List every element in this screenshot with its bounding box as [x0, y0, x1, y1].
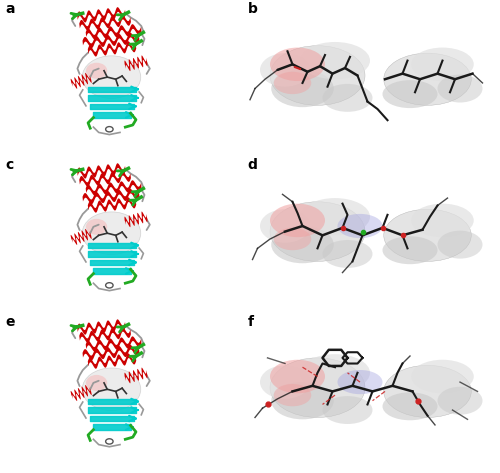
Ellipse shape: [271, 382, 334, 420]
Text: a: a: [5, 2, 15, 17]
Polygon shape: [82, 189, 140, 204]
Ellipse shape: [274, 384, 311, 406]
Ellipse shape: [82, 212, 141, 254]
Polygon shape: [124, 211, 148, 227]
Text: b: b: [248, 2, 258, 17]
Polygon shape: [80, 171, 131, 187]
Ellipse shape: [86, 63, 107, 79]
Polygon shape: [88, 41, 136, 57]
Polygon shape: [80, 15, 131, 31]
Ellipse shape: [411, 48, 474, 81]
Polygon shape: [77, 7, 126, 23]
Ellipse shape: [82, 368, 141, 411]
Polygon shape: [77, 319, 126, 335]
Polygon shape: [88, 353, 136, 369]
Ellipse shape: [411, 360, 474, 393]
Ellipse shape: [300, 354, 370, 392]
Ellipse shape: [384, 365, 471, 418]
Polygon shape: [80, 327, 131, 343]
Ellipse shape: [86, 375, 107, 391]
Ellipse shape: [270, 360, 325, 393]
Ellipse shape: [322, 84, 372, 112]
Ellipse shape: [300, 198, 370, 236]
Ellipse shape: [322, 396, 372, 424]
Ellipse shape: [338, 214, 382, 238]
Text: c: c: [5, 158, 13, 173]
Polygon shape: [82, 345, 140, 360]
Ellipse shape: [271, 70, 334, 107]
Ellipse shape: [270, 46, 365, 105]
Ellipse shape: [300, 42, 370, 79]
Ellipse shape: [260, 53, 310, 87]
Ellipse shape: [82, 56, 141, 98]
Text: f: f: [248, 315, 254, 329]
Ellipse shape: [438, 387, 482, 415]
Polygon shape: [82, 33, 140, 48]
Ellipse shape: [270, 358, 365, 418]
Ellipse shape: [438, 75, 482, 103]
Ellipse shape: [260, 209, 310, 243]
Ellipse shape: [274, 72, 311, 94]
Polygon shape: [70, 385, 92, 401]
Polygon shape: [88, 197, 136, 213]
Polygon shape: [77, 163, 126, 179]
Ellipse shape: [86, 219, 107, 235]
Polygon shape: [70, 229, 92, 245]
Ellipse shape: [384, 209, 471, 262]
Ellipse shape: [270, 202, 365, 262]
Ellipse shape: [382, 236, 438, 264]
Ellipse shape: [382, 392, 438, 420]
Text: d: d: [248, 158, 258, 173]
Polygon shape: [86, 24, 141, 40]
Ellipse shape: [271, 226, 334, 263]
Polygon shape: [86, 336, 141, 352]
Ellipse shape: [270, 48, 325, 81]
Ellipse shape: [438, 231, 482, 259]
Ellipse shape: [322, 240, 372, 268]
Ellipse shape: [384, 53, 471, 105]
Polygon shape: [86, 180, 141, 196]
Text: e: e: [5, 315, 15, 329]
Ellipse shape: [270, 204, 325, 237]
Ellipse shape: [382, 80, 438, 108]
Ellipse shape: [260, 365, 310, 399]
Ellipse shape: [411, 204, 474, 237]
Polygon shape: [124, 368, 148, 383]
Polygon shape: [70, 73, 92, 89]
Ellipse shape: [338, 370, 382, 394]
Polygon shape: [124, 55, 148, 71]
Ellipse shape: [274, 228, 311, 250]
